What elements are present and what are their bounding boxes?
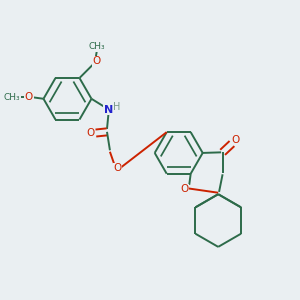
Text: O: O [180,184,188,194]
Text: O: O [113,164,122,173]
Text: CH₃: CH₃ [4,93,20,102]
Text: CH₃: CH₃ [89,42,105,51]
Text: O: O [232,135,240,145]
Text: O: O [92,56,101,66]
Text: O: O [25,92,33,102]
Text: H: H [113,102,120,112]
Text: O: O [86,128,94,138]
Text: N: N [104,105,113,115]
